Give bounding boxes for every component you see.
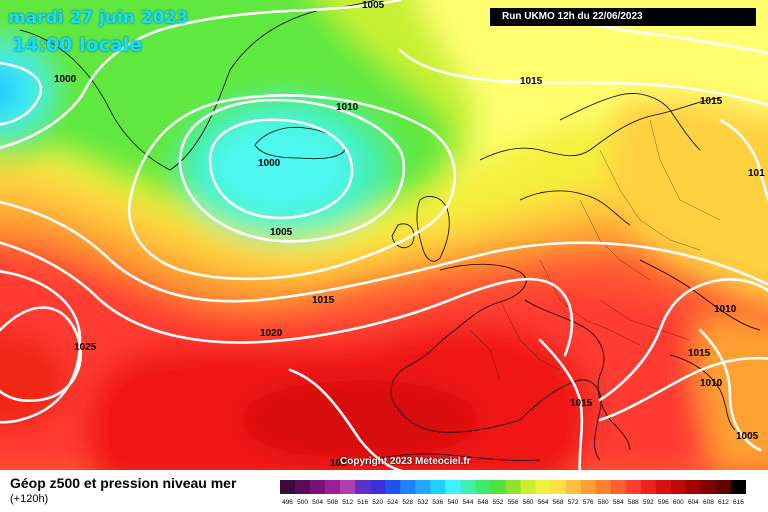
model-run-label: Run UKMO 12h du 22/06/2023 [490,8,756,26]
scale-swatch [670,480,687,494]
scale-swatch [280,480,296,494]
scale-swatch [460,480,476,494]
scale-label: 600 [673,499,684,506]
scale-swatch [400,480,416,494]
scale-label: 548 [478,499,489,506]
scale-label: 540 [447,499,458,506]
scale-swatch [355,480,371,494]
legend-bar: Géop z500 et pression niveau mer (+120h)… [0,470,768,512]
scale-swatch [640,480,657,494]
scale-label: 552 [493,499,504,506]
scale-swatch [565,480,581,494]
scale-swatch [415,480,431,494]
isobar-label: 1015 [520,76,543,87]
isobar-label: 1015 [688,348,711,359]
isobar-label: 1000 [54,74,77,85]
color-scale: 496 500 504 508 512 516 520 524 528 532 536 540 544 5… [280,480,746,506]
isobar-label: 1005 [270,227,293,238]
scale-label: 560 [523,499,534,506]
scale-swatch [310,480,326,494]
legend-title: Géop z500 et pression niveau mer [10,475,237,491]
scale-swatch [475,480,491,494]
scale-swatch [595,480,612,494]
scale-label: 516 [357,499,368,506]
scale-label: 580 [598,499,609,506]
scale-swatch [610,480,627,494]
scale-label: 532 [417,499,428,506]
scale-label: 588 [628,499,639,506]
scale-label: 524 [387,499,398,506]
isobar-label: 1010 [336,102,359,113]
scale-swatch [445,480,461,494]
scale-swatch [730,480,746,494]
isobars [0,0,768,470]
scale-label: 544 [462,499,473,506]
scale-swatch [520,480,536,494]
scale-label: 528 [402,499,413,506]
scale-swatch [385,480,401,494]
legend-subtitle: (+120h) [10,493,49,505]
scale-swatch [655,480,672,494]
color-field [0,0,768,470]
scale-swatch [700,480,717,494]
scale-label: 508 [327,499,338,506]
isobar-label: 1020 [260,328,283,339]
scale-swatch [580,480,596,494]
scale-label: 512 [342,499,353,506]
scale-swatch [625,480,642,494]
scale-label: 596 [658,499,669,506]
scale-label: 496 [282,499,293,506]
scale-swatch [715,480,732,494]
scale-label: 536 [432,499,443,506]
isobar-label: 1015 [570,398,593,409]
forecast-time: 14:00 locale [12,34,143,56]
scale-label: 616 [733,499,744,506]
scale-swatch [340,480,356,494]
isobar-labels: 1005 1000 1015 1010 1015 1000 101 1005 1… [54,0,765,469]
scale-label: 608 [703,499,714,506]
scale-label: 500 [297,499,308,506]
isobar-label: 1005 [736,431,759,442]
isobar-label: 1025 [74,342,97,353]
scale-label: 564 [538,499,549,506]
scale-swatch [550,480,566,494]
isobar-label: 1015 [312,295,335,306]
scale-label: 556 [508,499,519,506]
scale-label: 592 [643,499,654,506]
scale-swatch [535,480,551,494]
scale-swatch [370,480,386,494]
borders [469,119,721,381]
scale-swatch [430,480,446,494]
scale-label: 576 [583,499,594,506]
isobar-label: 1010 [714,304,737,315]
scale-label: 584 [613,499,624,506]
scale-label: 572 [568,499,579,506]
forecast-date: mardi 27 juin 2023 [8,8,189,28]
isobar-label: 1015 [700,96,723,107]
scale-swatch [490,480,506,494]
isobar-label: 101 [330,458,347,469]
scale-swatch [295,480,311,494]
isobar-label: 1010 [700,378,723,389]
isobar-label: 1005 [362,0,385,11]
scale-label: 504 [312,499,323,506]
scale-swatch [505,480,521,494]
scale-label: 612 [718,499,729,506]
geopotential-field: 1005 1000 1015 1010 1015 1000 101 1005 1… [0,0,768,470]
scale-swatch [325,480,341,494]
scale-label: 604 [688,499,699,506]
scale-label: 520 [372,499,383,506]
weather-map: 1005 1000 1015 1010 1015 1000 101 1005 1… [0,0,768,470]
scale-label: 568 [553,499,564,506]
copyright-text: Copyright 2023 Meteociel.fr [340,456,471,467]
scale-swatch [685,480,702,494]
isobar-label: 101 [748,168,765,179]
isobar-label: 1000 [258,158,281,169]
